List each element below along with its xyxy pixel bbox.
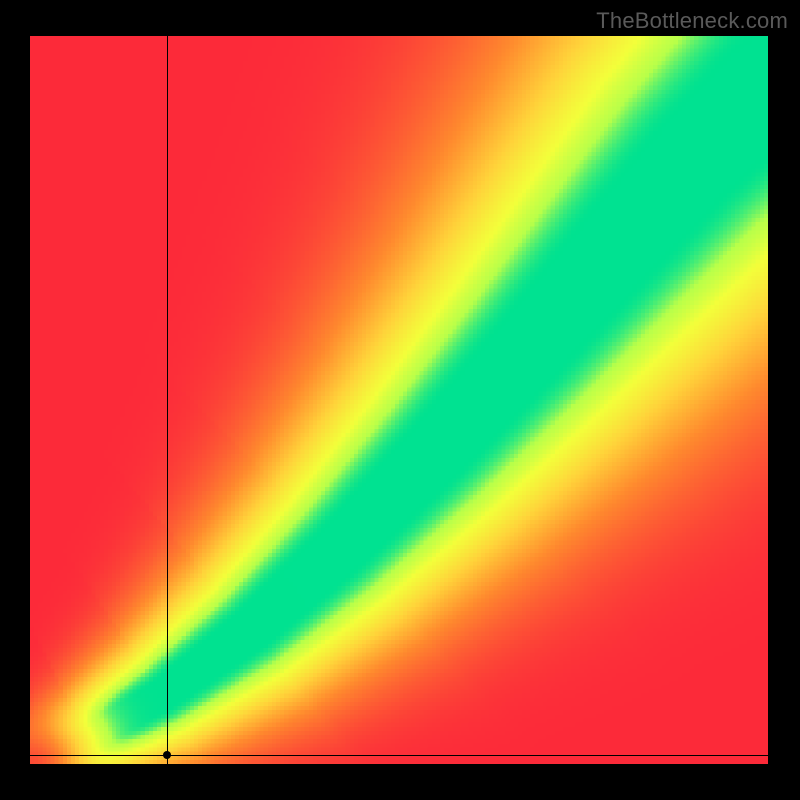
crosshair-vertical bbox=[167, 36, 168, 764]
bottleneck-heatmap bbox=[30, 36, 768, 764]
watermark-text: TheBottleneck.com bbox=[596, 8, 788, 34]
crosshair-horizontal bbox=[30, 755, 768, 756]
crosshair-point bbox=[163, 751, 171, 759]
heatmap-canvas bbox=[30, 36, 768, 764]
